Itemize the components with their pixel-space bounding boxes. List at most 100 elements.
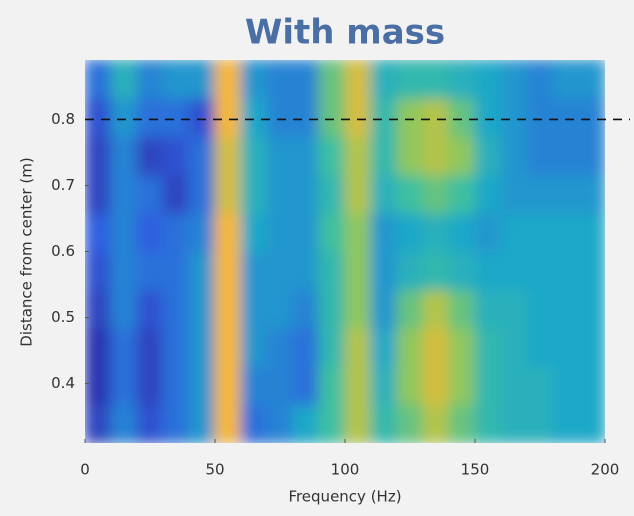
heatmap-cell	[188, 289, 216, 329]
heatmap-cell	[422, 97, 450, 138]
heatmap-cell	[188, 251, 216, 291]
heatmap-cell	[552, 365, 580, 406]
heatmap-cell	[292, 404, 320, 443]
heatmap-cell	[422, 136, 450, 176]
y-tick-label: 0.5	[51, 308, 75, 326]
heatmap-cell	[110, 251, 138, 291]
heatmap-cell	[526, 327, 554, 367]
heatmap-cell	[552, 327, 580, 367]
heatmap-cell	[214, 289, 242, 329]
heatmap-cell	[162, 212, 190, 252]
heatmap-cell	[136, 97, 164, 138]
heatmap-cell	[162, 404, 190, 443]
heatmap-cell	[162, 251, 190, 291]
x-tick-label: 150	[461, 461, 490, 479]
heatmap-cell	[318, 327, 346, 367]
heatmap-cell	[110, 327, 138, 367]
heatmap-cell	[318, 251, 346, 291]
heatmap-cell	[474, 212, 502, 252]
heatmap-cell	[214, 136, 242, 176]
heatmap-cell	[474, 60, 502, 99]
y-axis-label: Distance from center (m)	[18, 157, 36, 346]
heatmap-cell	[500, 327, 528, 367]
heatmap-cell	[240, 97, 268, 138]
heatmap-cell	[136, 365, 164, 406]
heatmap-cell	[136, 251, 164, 291]
heatmap-cell	[240, 136, 268, 176]
heatmap-cell	[344, 289, 372, 329]
x-tick-label: 200	[591, 461, 620, 479]
heatmap-cell	[578, 60, 605, 99]
heatmap-cell	[110, 212, 138, 252]
heatmap-cell	[448, 365, 476, 406]
heatmap-cell	[110, 404, 138, 443]
y-tick-label: 0.8	[51, 110, 75, 128]
heatmap-cell	[370, 327, 398, 367]
heatmap-cell	[344, 97, 372, 138]
heatmap-cell	[344, 136, 372, 176]
heatmap-cell	[214, 174, 242, 214]
y-tick-label: 0.7	[51, 176, 75, 194]
heatmap-cell	[318, 60, 346, 99]
heatmap-cell	[344, 327, 372, 367]
heatmap-cell	[214, 251, 242, 291]
heatmap-cell	[85, 404, 112, 443]
heatmap-cell	[188, 60, 216, 99]
heatmap-cell	[552, 289, 580, 329]
heatmap-cell	[396, 365, 424, 406]
heatmap-cell	[344, 212, 372, 252]
heatmap-cell	[266, 404, 294, 443]
heatmap-cell	[370, 136, 398, 176]
heatmap-cell	[214, 327, 242, 367]
heatmap-cell	[396, 174, 424, 214]
heatmap-cell	[578, 404, 605, 443]
heatmap-cell	[136, 60, 164, 99]
heatmap-cell	[422, 289, 450, 329]
heatmap-cell	[292, 365, 320, 406]
x-tick-label: 100	[331, 461, 360, 479]
heatmap-cell	[85, 251, 112, 291]
heatmap-cell	[370, 251, 398, 291]
heatmap-cell	[474, 251, 502, 291]
heatmap-cell	[370, 97, 398, 138]
heatmap-cell	[552, 136, 580, 176]
heatmap-cell	[422, 60, 450, 99]
heatmap-cell	[136, 327, 164, 367]
heatmap-cell	[474, 97, 502, 138]
heatmap-cell	[422, 365, 450, 406]
heatmap-cell	[85, 289, 112, 329]
heatmap-cell	[370, 60, 398, 99]
heatmap-cell	[500, 97, 528, 138]
heatmap-cell	[396, 327, 424, 367]
heatmap-cell	[85, 365, 112, 406]
heatmap-cell	[396, 60, 424, 99]
heatmap-cell	[578, 289, 605, 329]
heatmap-cell	[240, 327, 268, 367]
x-tick-label: 50	[205, 461, 224, 479]
heatmap-cell	[552, 212, 580, 252]
heatmap-cell	[344, 404, 372, 443]
heatmap-cell	[266, 174, 294, 214]
heatmap-cell	[318, 365, 346, 406]
heatmap-cell	[500, 174, 528, 214]
heatmap-cell	[318, 97, 346, 138]
heatmap-cell	[162, 97, 190, 138]
heatmap-cell	[578, 251, 605, 291]
heatmap-cell	[396, 289, 424, 329]
heatmap-cell	[500, 212, 528, 252]
heatmap-cell	[85, 174, 112, 214]
heatmap-cell	[188, 404, 216, 443]
heatmap-cell	[344, 60, 372, 99]
heatmap-cell	[266, 327, 294, 367]
heatmap-cell	[578, 136, 605, 176]
heatmap-cell	[578, 212, 605, 252]
plot-area	[85, 60, 605, 443]
heatmap-cell	[85, 97, 112, 138]
heatmap-cell	[578, 97, 605, 138]
heatmap-cell	[266, 97, 294, 138]
heatmap-cell	[240, 251, 268, 291]
heatmap-cell	[526, 212, 554, 252]
heatmap-cell	[552, 404, 580, 443]
heatmap-cell	[162, 174, 190, 214]
